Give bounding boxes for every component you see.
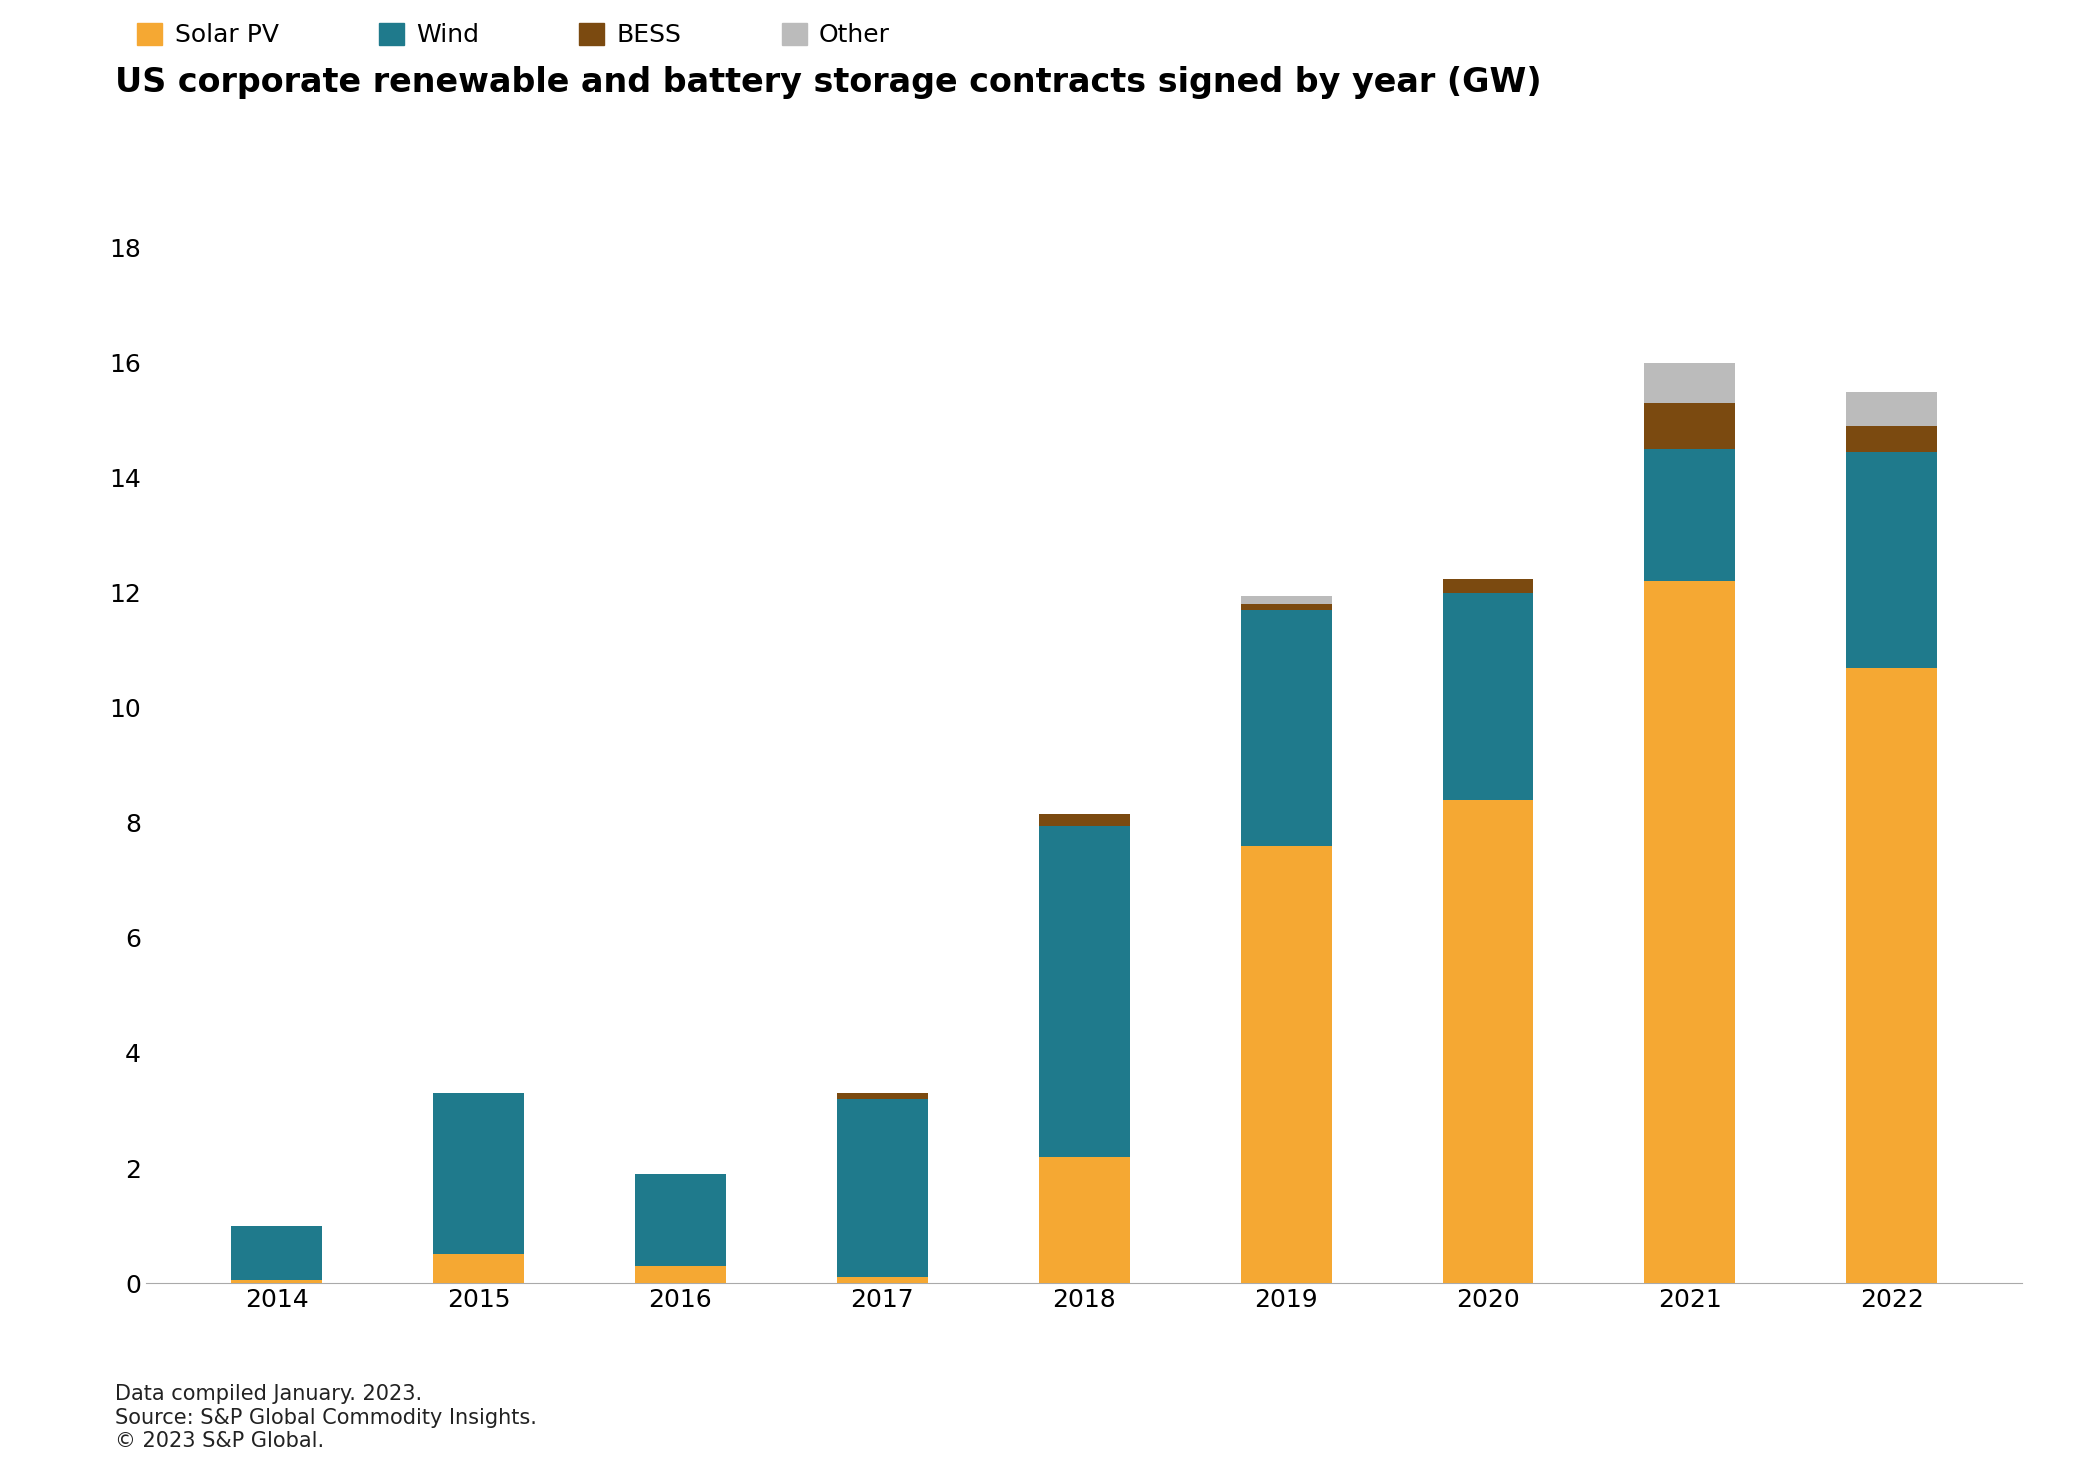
Bar: [836, 1099, 928, 1277]
Bar: [1241, 846, 1332, 1283]
Bar: [231, 1280, 321, 1283]
Text: Data compiled January. 2023.
Source: S&P Global Commodity Insights.
© 2023 S&P G: Data compiled January. 2023. Source: S&P…: [115, 1384, 536, 1451]
Text: US corporate renewable and battery storage contracts signed by year (GW): US corporate renewable and battery stora…: [115, 66, 1541, 99]
Bar: [1038, 1156, 1130, 1283]
Bar: [1241, 611, 1332, 846]
Bar: [1443, 593, 1532, 800]
Bar: [1645, 582, 1735, 1283]
Bar: [1847, 668, 1937, 1283]
Bar: [1847, 392, 1937, 426]
Bar: [231, 1226, 321, 1280]
Bar: [1645, 363, 1735, 404]
Legend: Solar PV, Wind, BESS, Other: Solar PV, Wind, BESS, Other: [127, 13, 901, 57]
Bar: [434, 1254, 523, 1283]
Bar: [836, 1277, 928, 1283]
Bar: [1645, 404, 1735, 449]
Bar: [1847, 452, 1937, 668]
Bar: [836, 1094, 928, 1099]
Bar: [1241, 605, 1332, 611]
Bar: [636, 1174, 726, 1266]
Bar: [1241, 596, 1332, 605]
Bar: [434, 1094, 523, 1254]
Bar: [1038, 815, 1130, 825]
Bar: [1847, 426, 1937, 452]
Bar: [1443, 579, 1532, 593]
Bar: [636, 1266, 726, 1283]
Bar: [1645, 449, 1735, 582]
Bar: [1443, 800, 1532, 1283]
Bar: [1038, 825, 1130, 1156]
